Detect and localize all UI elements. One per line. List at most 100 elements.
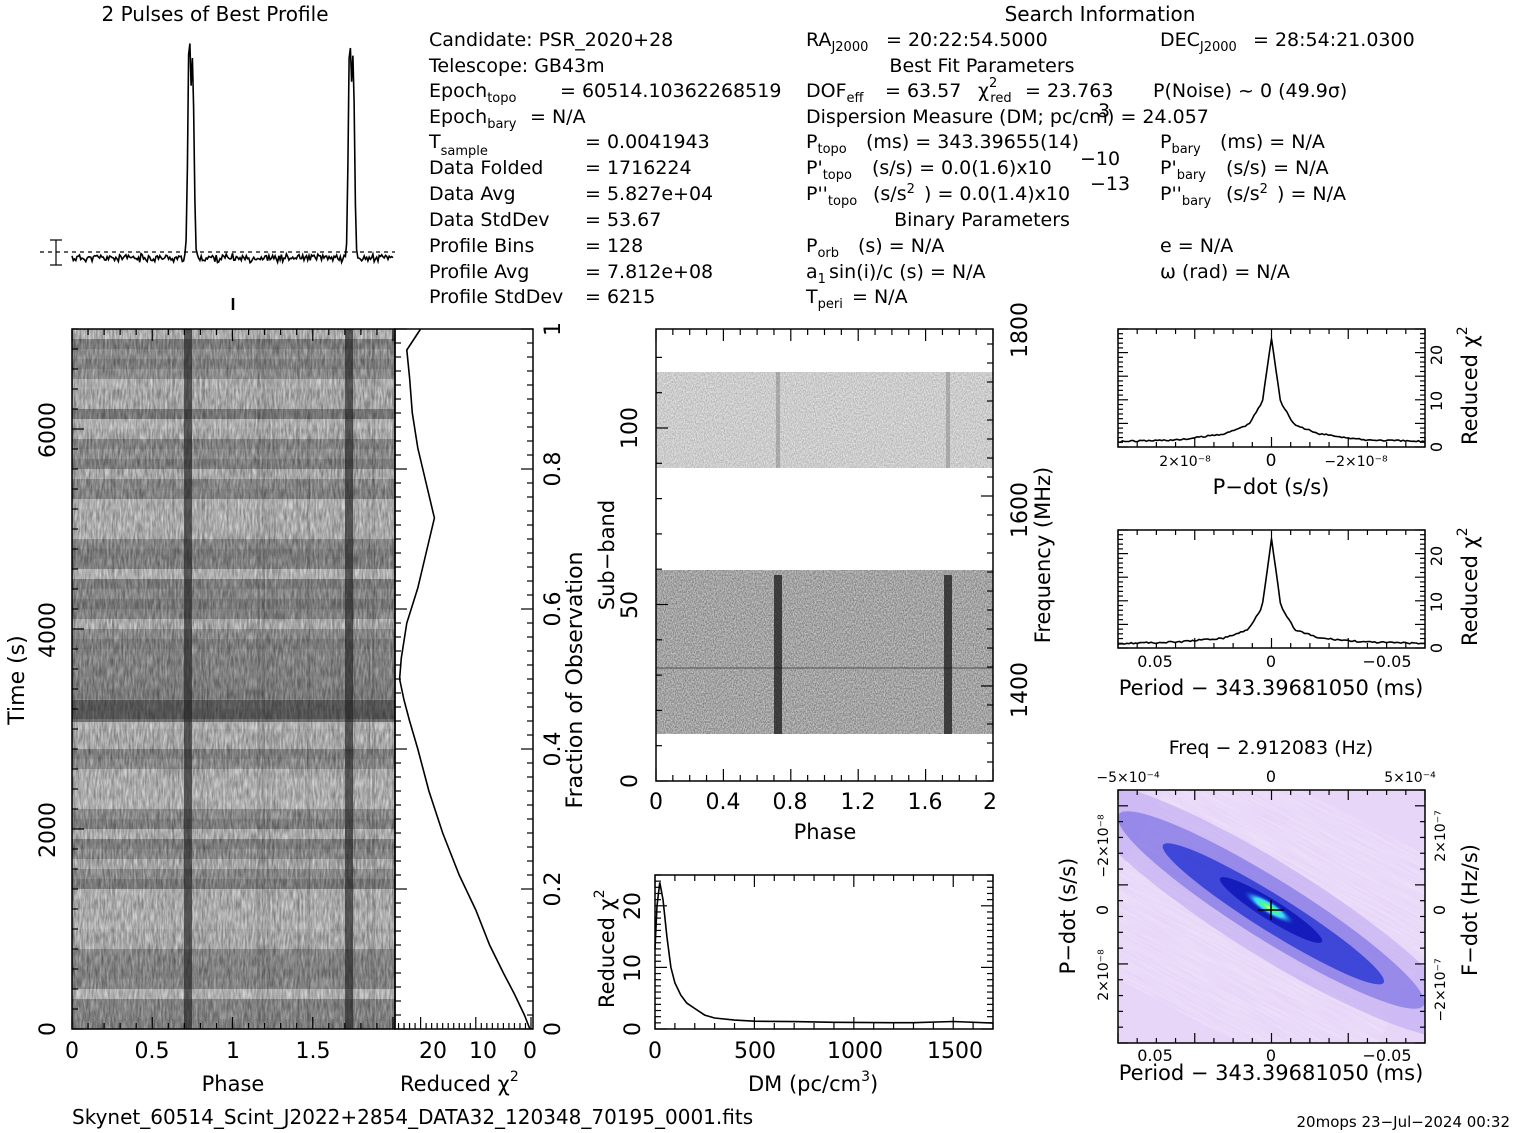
period-curve	[1117, 538, 1426, 645]
dark-time-band	[72, 700, 395, 722]
pp-xlabel: Period − 343.39681050 (ms)	[1119, 1061, 1424, 1085]
phase-streak	[197, 329, 200, 1029]
time-band	[72, 399, 395, 409]
fit-info: RAJ2000 = 20:22:54.5000 DECJ2000 = 28:54…	[805, 29, 1415, 312]
tp-ytick-1: 2000	[36, 802, 61, 858]
pr-ylabel: Reduced χ2	[1455, 527, 1482, 646]
t-sample: = 0.0041943	[585, 131, 710, 153]
time-band	[72, 789, 395, 799]
search-info-title: Search Information	[1005, 2, 1196, 26]
time-band	[72, 889, 395, 899]
time-band	[72, 549, 395, 559]
time-band	[72, 639, 395, 649]
pdot-curve	[1117, 338, 1426, 444]
phase-streak	[227, 329, 230, 1029]
sb-y2tick-0: 1400	[1008, 662, 1033, 718]
pd-ylabel: Reduced χ2	[1455, 326, 1482, 445]
pp-xtick-1: 0	[1266, 1046, 1276, 1065]
time-band	[72, 589, 395, 599]
time-band	[72, 369, 395, 379]
tp-xtick-1: 0.5	[135, 1039, 170, 1064]
lbl-data-folded: Data Folded	[429, 157, 543, 179]
ct-xlabel: Reduced χ2	[400, 1069, 519, 1096]
time-band	[72, 729, 395, 739]
pddot-bary: ) = N/A	[1277, 183, 1346, 205]
p-orb: (s) = N/A	[858, 235, 944, 257]
pr-ytick-1: 10	[1427, 592, 1446, 612]
pdot-frame	[1117, 328, 1426, 448]
binary-heading: Binary Parameters	[894, 209, 1070, 231]
phase-streak	[272, 329, 275, 1029]
pddot-topo-exp: −13	[1090, 173, 1130, 195]
ra: = 20:22:54.5000	[886, 29, 1048, 51]
phase-streak	[152, 329, 155, 1029]
time-band	[72, 879, 395, 889]
sb-xtick-3: 1.2	[841, 790, 876, 815]
epoch-topo: = 60514.1036226851​9	[560, 80, 781, 102]
time-band	[72, 579, 395, 589]
dm-label: Dispersion Measure (DM; pc/cm	[806, 106, 1108, 128]
time-band	[72, 709, 395, 719]
ct-ytick-3: 0.6	[541, 592, 566, 627]
dm-ytick-0: 0	[621, 1022, 646, 1036]
ct-ylabel: Fraction of Observation	[563, 552, 588, 809]
pp-title: Freq − 2.912083 (Hz)	[1169, 737, 1373, 759]
time-band	[72, 629, 395, 639]
pdot-topo-exp: −10	[1080, 148, 1120, 170]
sb-ytick-2: 100	[618, 407, 643, 449]
time-band	[72, 909, 395, 919]
ct-xtick-0: 20	[419, 1039, 447, 1064]
pulse-profile-curve	[71, 43, 394, 266]
ct-ytick-5: 1	[541, 322, 566, 336]
time-band	[72, 939, 395, 949]
phase-streak	[382, 329, 385, 1029]
p-topo: (ms) = 343.39655(14)	[866, 131, 1079, 153]
pddot-topo: ) = 0.0(1.4)x10	[924, 183, 1070, 205]
phase-streak	[362, 329, 365, 1029]
phase-streak	[112, 329, 115, 1029]
chi2: = 23.763	[1025, 80, 1113, 102]
best-fit-heading: Best Fit Parameters	[889, 55, 1074, 77]
error-bar-icon	[50, 239, 62, 266]
subband-pulse-2	[944, 575, 952, 734]
pp-ytick-2: 2×10⁻⁸	[1096, 949, 1112, 1001]
phase-streak	[262, 329, 265, 1029]
svg-text:P'bary: P'bary	[1160, 157, 1206, 183]
subband-ticks	[655, 329, 994, 782]
sb-xtick-0: 0	[649, 790, 663, 815]
ct-xtick-2: 0	[523, 1039, 537, 1064]
time-band	[72, 439, 395, 449]
tp-ytick-3: 6000	[36, 402, 61, 458]
time-band	[72, 689, 395, 699]
time-band	[72, 569, 395, 579]
pulses-title: 2 Pulses of Best Profile	[102, 2, 329, 26]
pr-xlabel: Period − 343.39681050 (ms)	[1119, 676, 1424, 700]
time-band	[72, 899, 395, 909]
time-band	[72, 509, 395, 519]
data-stddev: = 53.67	[585, 209, 661, 231]
time-band	[72, 489, 395, 499]
pp-x2tick-0: −5×10⁻⁴	[1096, 770, 1160, 786]
time-band	[72, 809, 395, 819]
svg-text:Epochbary: Epochbary	[429, 106, 517, 132]
ct-ytick-1: 0.2	[541, 872, 566, 907]
dm-xtick-1: 500	[734, 1039, 776, 1064]
svg-text:P''topo: P''topo	[806, 183, 857, 209]
pr-xtick-1: 0	[1266, 652, 1276, 671]
time-band	[72, 869, 395, 879]
eccentricity: e = N/A	[1160, 235, 1233, 257]
time-band	[72, 819, 395, 829]
profile-bins: = 128	[585, 235, 643, 257]
dm-xtick-2: 1000	[827, 1039, 883, 1064]
phase-streak	[247, 329, 250, 1029]
phase-streak	[207, 329, 210, 1029]
lbl-data-stddev: Data StdDev	[429, 209, 550, 231]
time-band	[72, 659, 395, 669]
pp-y2label: F−dot (Hz/s)	[1458, 844, 1482, 976]
tp-xlabel: Phase	[202, 1072, 265, 1096]
dm-frame	[654, 874, 994, 1030]
time-band	[72, 619, 395, 629]
svg-text:Pbary: Pbary	[1160, 131, 1201, 157]
time-band	[72, 999, 395, 1009]
